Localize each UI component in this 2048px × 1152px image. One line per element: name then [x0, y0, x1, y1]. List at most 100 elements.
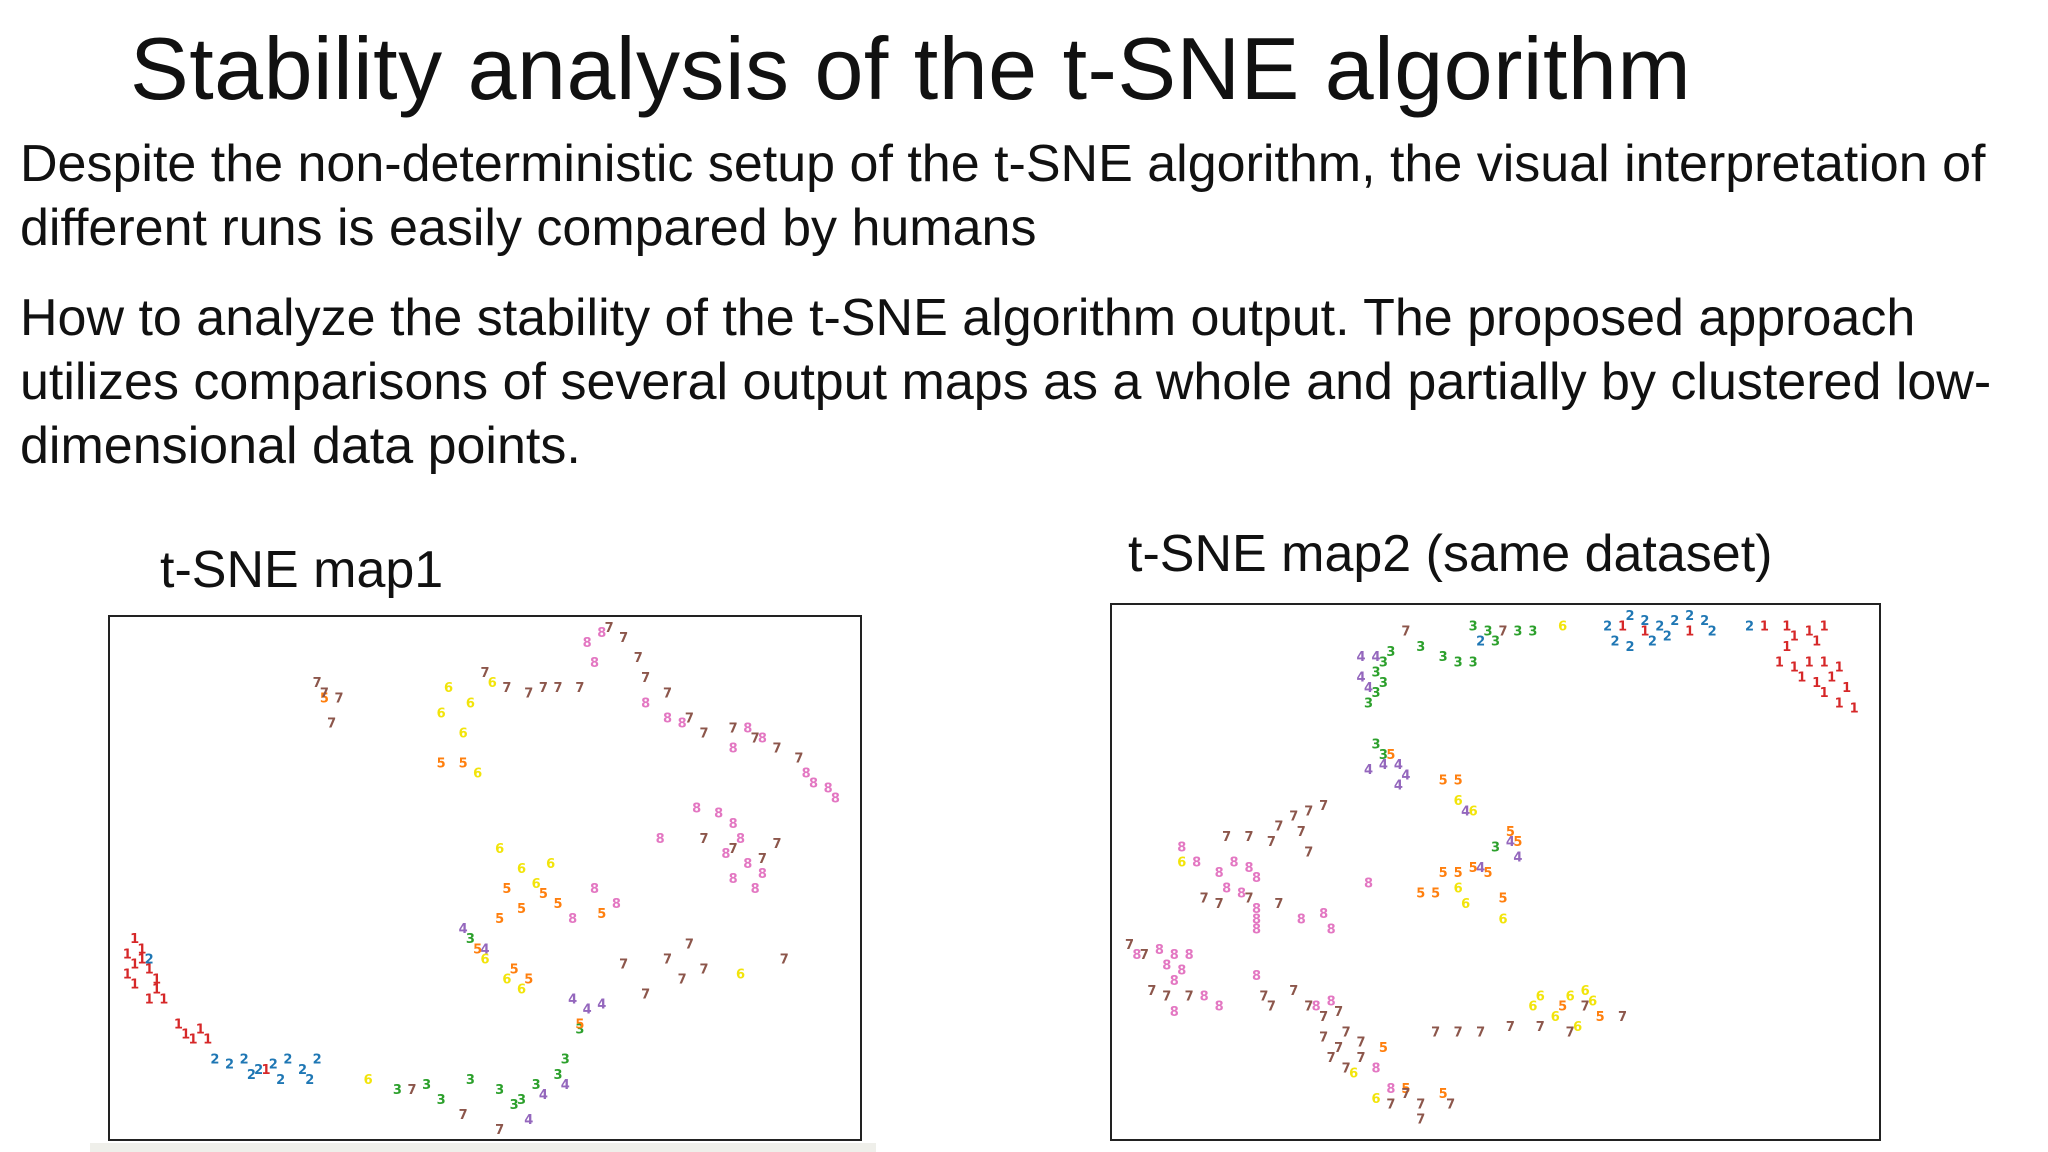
map1-point-57: 5: [495, 912, 504, 927]
map2-point-82: 5: [1401, 1082, 1410, 1097]
map2-point-89: 6: [1498, 912, 1507, 927]
map1-point-120: 8: [743, 721, 752, 736]
map2-point-157: 8: [1297, 912, 1306, 927]
map2-point-112: 7: [1215, 897, 1224, 912]
map1-label: t-SNE map1: [160, 541, 444, 599]
map1-point-76: 6: [364, 1073, 373, 1088]
map2-point-5: 1: [1812, 635, 1821, 650]
map2-point-34: 2: [1745, 619, 1754, 634]
map2-point-46: 3: [1379, 655, 1388, 670]
map1-point-24: 2: [283, 1053, 292, 1068]
map1-point-100: 7: [729, 842, 738, 857]
map1-point-64: 6: [466, 696, 475, 711]
map1-point-69: 6: [495, 842, 504, 857]
map1-point-124: 8: [824, 782, 833, 797]
map1-point-102: 7: [772, 837, 781, 852]
map1-point-110: 7: [459, 1108, 468, 1123]
map2-point-36: 3: [1469, 619, 1478, 634]
map2-point-111: 7: [1200, 892, 1209, 907]
map1-point-46: 4: [597, 998, 606, 1013]
map2-point-115: 7: [1125, 938, 1134, 953]
map1-point-78: 7: [313, 676, 322, 691]
map2-point-101: 7: [1498, 624, 1507, 639]
map1-point-136: 8: [612, 897, 621, 912]
map1-point-48: 4: [561, 1078, 570, 1093]
map1-point-40: 3: [466, 932, 475, 947]
map2-point-52: 3: [1379, 748, 1388, 763]
map2-point-103: 7: [1304, 804, 1313, 819]
map1-point-131: 8: [743, 857, 752, 872]
map2-point-24: 2: [1640, 614, 1649, 629]
map2-point-74: 5: [1469, 861, 1478, 876]
map2-point-152: 8: [1222, 881, 1231, 896]
map1-point-7: 1: [152, 972, 161, 987]
map2-point-120: 7: [1259, 989, 1268, 1004]
map2-point-16: 1: [1835, 696, 1844, 711]
map2-point-129: 7: [1356, 1036, 1365, 1051]
map1-point-77: 6: [736, 967, 745, 982]
slide-title: Stability analysis of the t-SNE algorith…: [130, 19, 1692, 118]
map1-point-67: 6: [459, 726, 468, 741]
map1-point-8: 1: [130, 977, 139, 992]
map2-point-119: 7: [1185, 989, 1194, 1004]
map1-point-84: 7: [524, 686, 533, 701]
map1-point-29: 2: [247, 1068, 256, 1083]
map1-point-119: 8: [729, 742, 738, 757]
map2-point-76: 5: [1416, 887, 1425, 902]
map2-point-58: 4: [1364, 763, 1373, 778]
map1-point-72: 6: [532, 877, 541, 892]
map1-point-19: 2: [210, 1053, 219, 1068]
map1-point-21: 2: [240, 1053, 249, 1068]
map2-point-105: 7: [1274, 820, 1283, 835]
map1-point-27: 2: [276, 1073, 285, 1088]
map2-point-6: 1: [1775, 655, 1784, 670]
map2-point-31: 2: [1625, 640, 1634, 655]
map2-point-18: 1: [1618, 619, 1627, 634]
map1-point-65: 6: [488, 676, 497, 691]
map1-point-123: 8: [809, 777, 818, 792]
map1-point-130: 8: [721, 847, 730, 862]
map2-point-171: 8: [1312, 1000, 1321, 1015]
map2-point-68: 5: [1439, 774, 1448, 789]
map1-point-133: 8: [729, 872, 738, 887]
map1-point-106: 7: [699, 962, 708, 977]
map2-point-20: 1: [1685, 624, 1694, 639]
map2-point-14: 1: [1842, 681, 1851, 696]
map2-point-104: 7: [1289, 810, 1298, 825]
map1-point-82: 7: [480, 666, 489, 681]
map1-point-45: 4: [583, 1003, 592, 1018]
map1-point-86: 7: [553, 681, 562, 696]
map1-point-99: 7: [699, 832, 708, 847]
map2-point-15: 1: [1820, 686, 1829, 701]
map2-point-169: 8: [1215, 1000, 1224, 1015]
map2-point-102: 7: [1319, 799, 1328, 814]
map1-point-10: 1: [145, 993, 154, 1008]
map2-point-48: 3: [1379, 676, 1388, 691]
map2-point-11: 1: [1797, 671, 1806, 686]
map1-point-18: 2: [145, 952, 154, 967]
map1-point-73: 6: [480, 952, 489, 967]
map2-point-54: 4: [1356, 650, 1365, 665]
map2-point-70: 5: [1506, 825, 1515, 840]
map1-point-137: 8: [590, 882, 599, 897]
map2-point-63: 4: [1461, 804, 1470, 819]
map1-point-17: 1: [261, 1063, 270, 1078]
map1-point-26: 2: [313, 1053, 322, 1068]
map2-point-77: 5: [1431, 887, 1440, 902]
map1-point-80: 7: [334, 691, 343, 706]
map2-point-93: 6: [1551, 1010, 1560, 1025]
map2-point-121: 7: [1267, 1000, 1276, 1015]
map1-point-22: 2: [254, 1063, 263, 1078]
map1-point-81: 7: [327, 716, 336, 731]
map2-point-168: 8: [1200, 989, 1209, 1004]
map2-point-22: 2: [1603, 619, 1612, 634]
map2-point-78: 5: [1498, 892, 1507, 907]
map1-point-75: 6: [517, 982, 526, 997]
map1-point-28: 2: [305, 1073, 314, 1088]
map1-point-23: 2: [269, 1058, 278, 1073]
map1-point-87: 7: [575, 681, 584, 696]
map2-point-130: 7: [1327, 1051, 1336, 1066]
map2-point-174: 8: [1386, 1082, 1395, 1097]
map1-point-94: 7: [699, 726, 708, 741]
map2-point-80: 5: [1558, 1000, 1567, 1015]
